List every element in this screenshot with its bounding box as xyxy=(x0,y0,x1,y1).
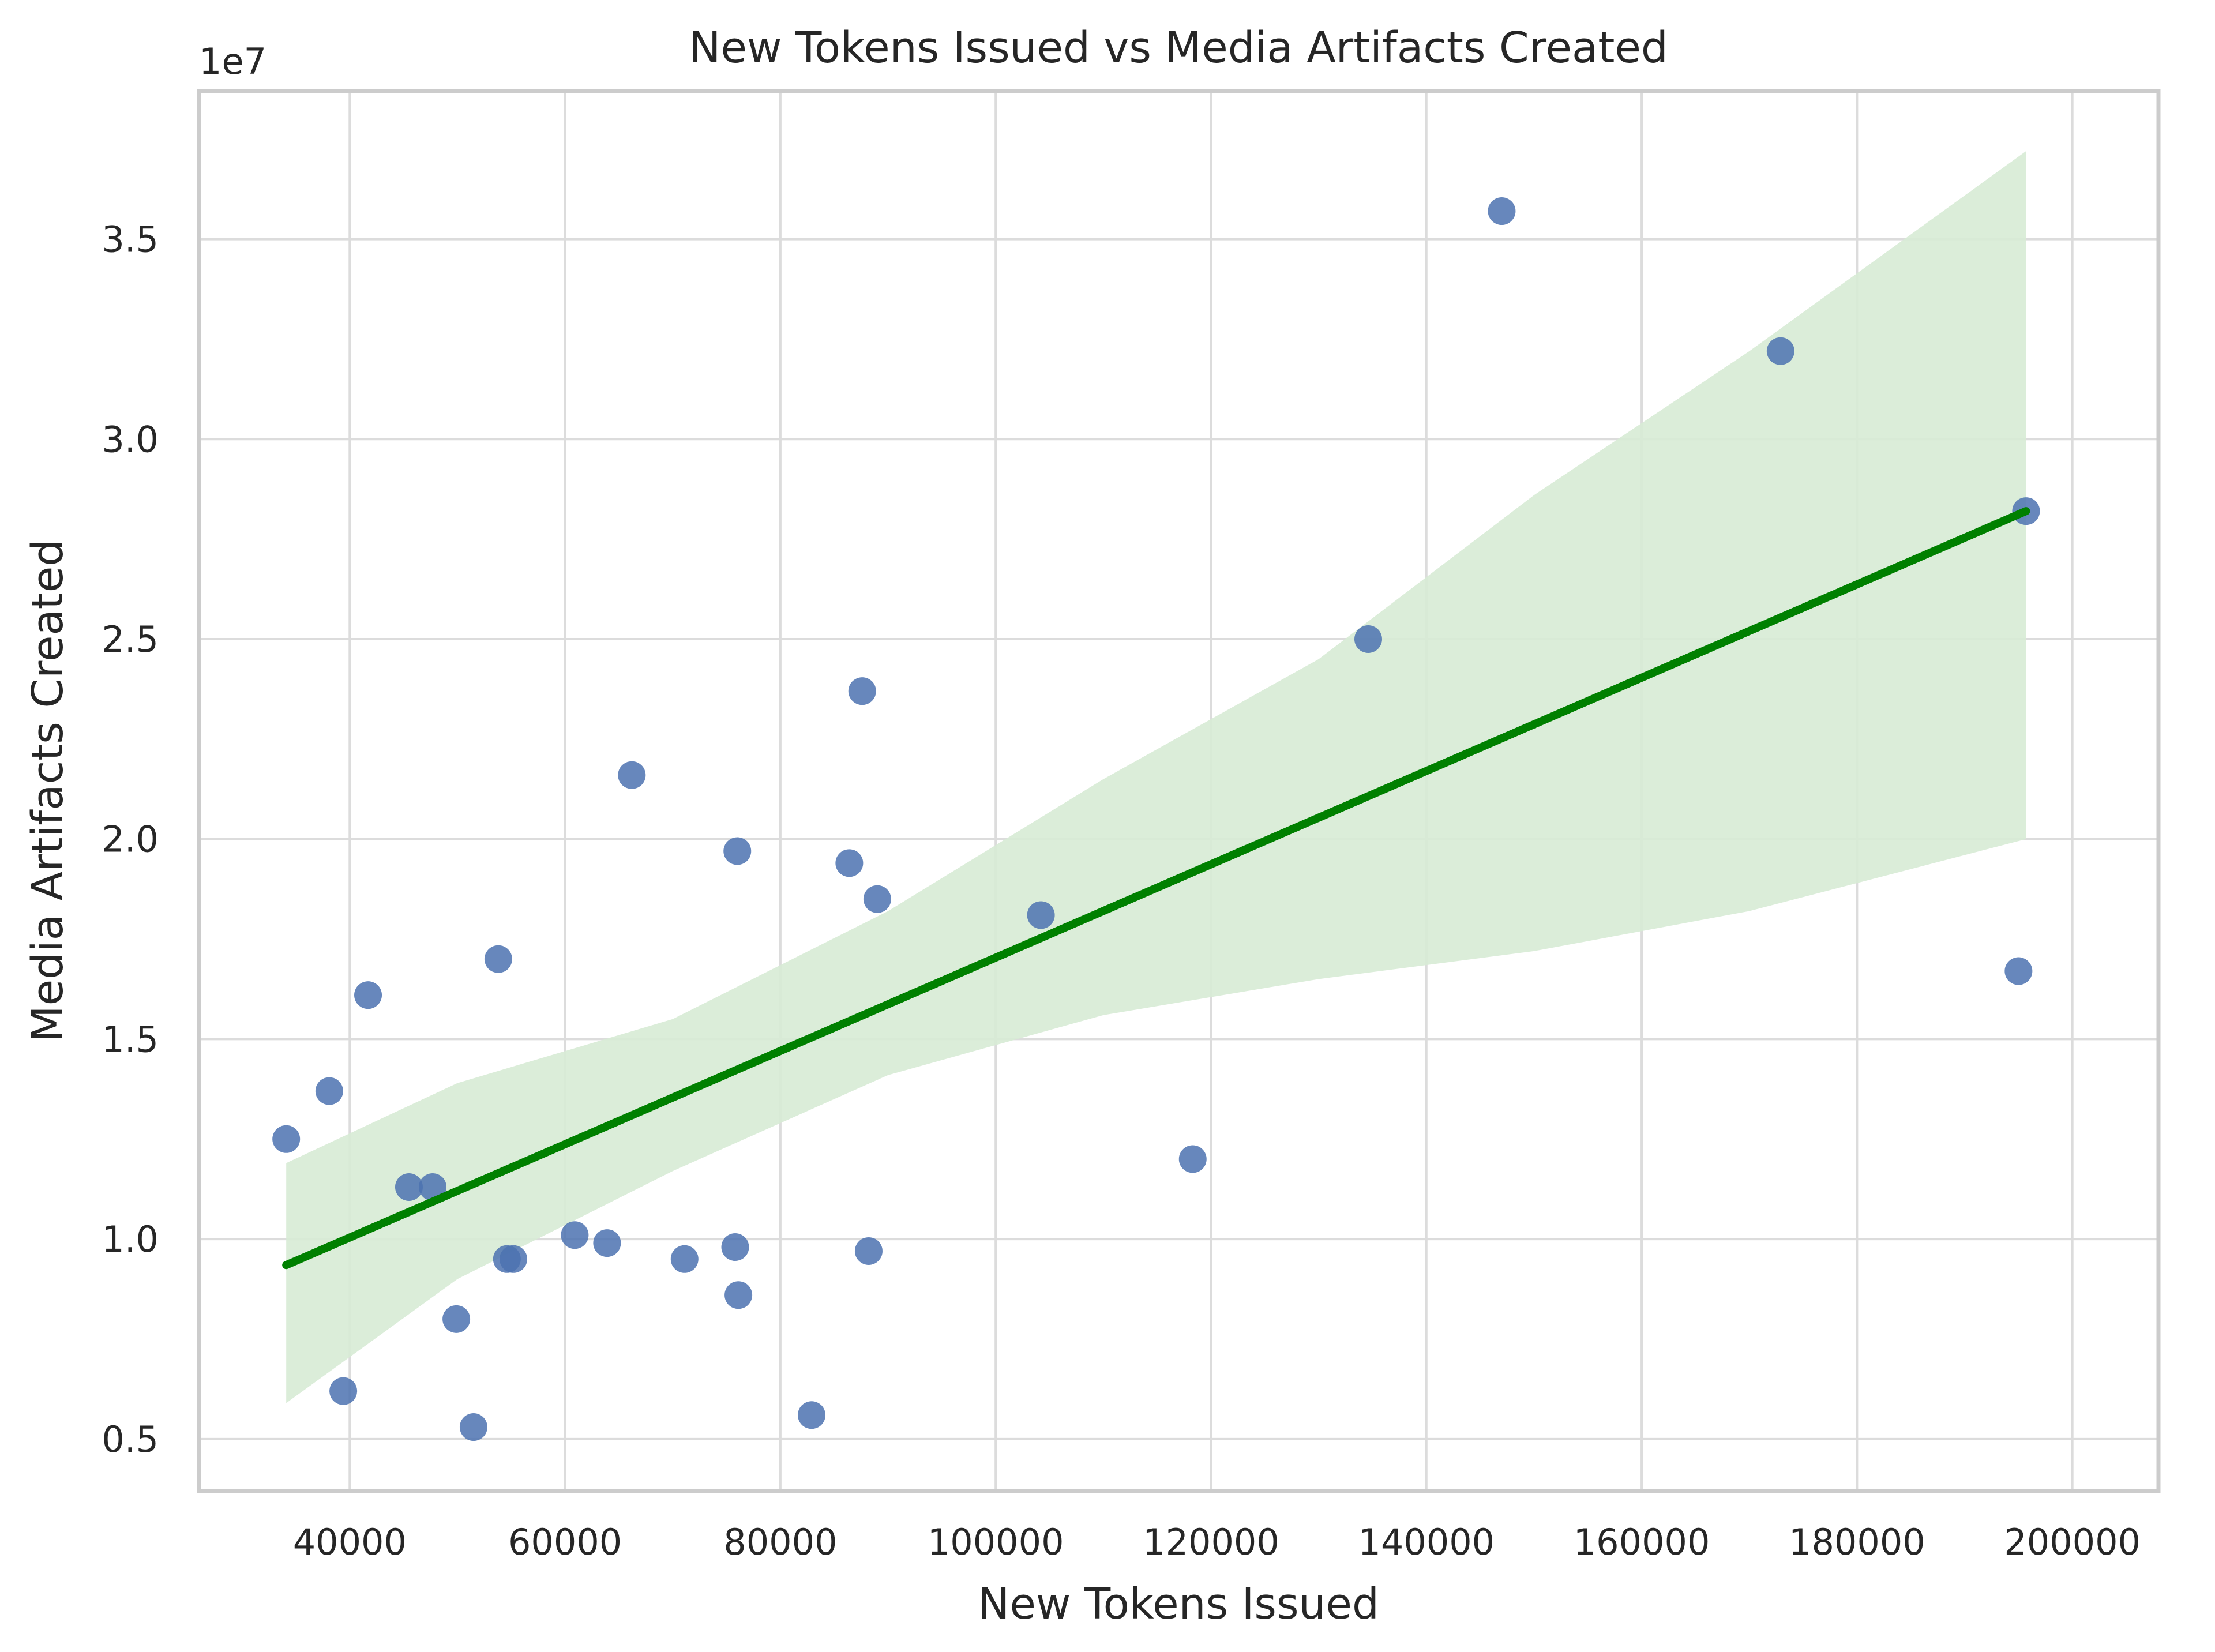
x-tick-label: 40000 xyxy=(293,1521,407,1563)
data-point xyxy=(1488,197,1516,226)
y-tick-label: 0.5 xyxy=(102,1418,159,1460)
data-point xyxy=(329,1377,358,1405)
y-tick-label: 2.0 xyxy=(102,819,159,861)
x-tick-label: 80000 xyxy=(723,1521,837,1563)
data-point xyxy=(863,885,891,913)
x-tick-label: 100000 xyxy=(928,1521,1064,1563)
y-tick-label: 3.0 xyxy=(102,418,159,460)
y-tick-label: 1.0 xyxy=(102,1218,159,1260)
data-point xyxy=(419,1173,447,1201)
confidence-band-area xyxy=(286,151,2026,1403)
confidence-band xyxy=(286,151,2026,1403)
y-tick-label: 1.5 xyxy=(102,1018,159,1060)
data-point xyxy=(835,849,864,877)
data-point xyxy=(721,1233,749,1261)
data-point xyxy=(500,1245,528,1273)
plot-frame xyxy=(197,89,2161,1493)
data-point xyxy=(854,1237,883,1265)
data-point xyxy=(798,1401,826,1429)
y-axis-title: Media Artifacts Created xyxy=(23,539,73,1042)
y-tick-label: 2.5 xyxy=(102,618,159,660)
data-point xyxy=(354,981,382,1009)
data-point xyxy=(670,1245,699,1273)
data-point xyxy=(618,761,646,789)
x-tick-label: 120000 xyxy=(1143,1521,1279,1563)
data-point xyxy=(272,1125,301,1153)
x-axis-title: New Tokens Issued xyxy=(978,1579,1379,1629)
regression-line xyxy=(282,507,2030,1270)
x-tick-label: 200000 xyxy=(2004,1521,2141,1563)
data-point xyxy=(561,1221,589,1249)
x-tick-label: 160000 xyxy=(1574,1521,1710,1563)
data-point xyxy=(724,1281,753,1309)
y-axis-offset-label: 1e7 xyxy=(199,40,266,82)
data-point xyxy=(395,1173,423,1201)
x-tick-labels: 40000 60000 80000 100000 120000 140000 160000 1… xyxy=(293,1521,2141,1563)
data-point xyxy=(484,945,512,973)
chart-title: New Tokens Issued vs Media Artifacts Cre… xyxy=(689,23,1668,73)
data-point xyxy=(442,1305,471,1333)
y-tick-labels: 0.5 1.0 1.5 2.0 2.5 3.0 3.5 xyxy=(102,219,159,1460)
data-point xyxy=(1766,337,1794,365)
data-point xyxy=(848,677,876,705)
data-points xyxy=(272,197,2040,1441)
regression-line-path xyxy=(282,507,2030,1270)
data-point xyxy=(315,1077,343,1105)
y-tick-label: 3.5 xyxy=(102,219,159,261)
x-tick-label: 180000 xyxy=(1789,1521,1925,1563)
data-point xyxy=(2004,957,2033,985)
data-point xyxy=(459,1413,487,1441)
x-tick-label: 140000 xyxy=(1358,1521,1495,1563)
data-point xyxy=(1354,625,1383,653)
data-point xyxy=(593,1229,621,1257)
data-point xyxy=(1178,1145,1207,1173)
data-point xyxy=(723,837,752,865)
data-point xyxy=(1027,901,1055,929)
x-tick-label: 60000 xyxy=(508,1521,622,1563)
